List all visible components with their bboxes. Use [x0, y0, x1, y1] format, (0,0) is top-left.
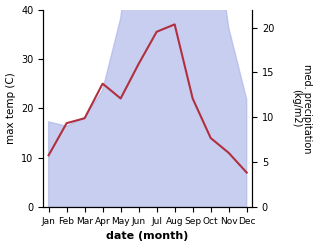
Y-axis label: med. precipitation
(kg/m2): med. precipitation (kg/m2)	[291, 64, 313, 153]
X-axis label: date (month): date (month)	[107, 231, 189, 242]
Y-axis label: max temp (C): max temp (C)	[5, 72, 16, 144]
